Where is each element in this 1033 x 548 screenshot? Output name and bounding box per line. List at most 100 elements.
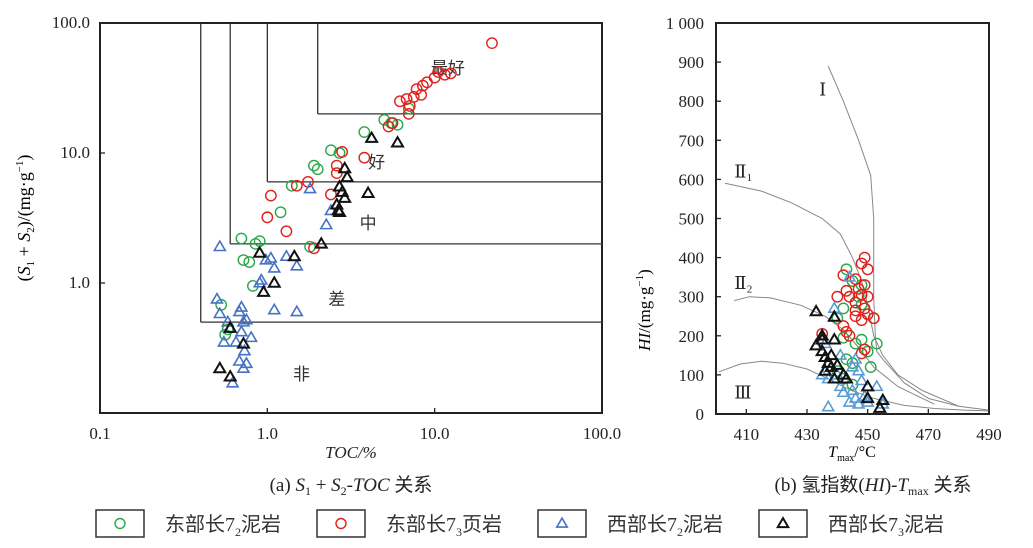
data-point <box>243 256 256 268</box>
chart-b-type-lines: Ⅰ Ⅱ₁ Ⅱ₂ Ⅲ <box>718 65 990 412</box>
data-point <box>279 249 294 262</box>
data-point <box>842 269 857 282</box>
y-tick-label: 10.0 <box>60 143 90 162</box>
data-point <box>858 302 871 315</box>
kerogen-type-label: Ⅰ <box>819 79 826 99</box>
data-point <box>808 337 824 351</box>
data-point <box>237 254 250 267</box>
data-point <box>831 312 844 325</box>
data-point <box>830 357 845 370</box>
data-point <box>267 275 282 288</box>
data-point <box>400 93 413 105</box>
data-point <box>821 399 836 412</box>
data-point <box>239 312 254 325</box>
legend-item: 东部长72泥岩 <box>95 509 281 539</box>
data-point <box>391 118 404 131</box>
data-point <box>444 67 457 80</box>
data-point <box>280 225 293 238</box>
data-point <box>212 360 228 374</box>
data-point <box>386 117 399 129</box>
data-point <box>421 76 433 89</box>
data-point <box>337 160 352 174</box>
data-point <box>403 100 416 112</box>
data-point <box>837 320 850 332</box>
chart-a-points <box>210 37 498 388</box>
data-point <box>358 126 371 138</box>
data-point <box>285 179 298 192</box>
data-point <box>223 369 238 382</box>
data-point <box>845 383 860 396</box>
data-point <box>854 373 869 386</box>
data-point <box>378 113 391 126</box>
circle-marker-icon <box>335 517 347 530</box>
data-point <box>840 284 853 297</box>
data-point <box>252 245 267 258</box>
y-tick-label: 100.0 <box>52 13 90 32</box>
data-point <box>289 258 304 271</box>
data-point <box>849 304 862 317</box>
chart-b-caption: (b) 氢指数(HI)-Tmax 关系 <box>775 474 972 498</box>
legend: 东部长72泥岩 东部长73页岩 西部长72泥岩 西部长73泥岩 <box>95 509 944 539</box>
chart-a-ticks: 0.1 1.0 10.0 100.0 1.0 10.0 100.0 <box>52 13 621 443</box>
data-point <box>332 204 347 218</box>
x-tick-label: 410 <box>734 425 760 444</box>
data-point <box>234 300 249 312</box>
chart-a-ylabel: (S1 + S2)/(mg·g−1) <box>14 155 37 282</box>
kerogen-type-label: Ⅲ <box>734 382 751 402</box>
data-point <box>264 251 278 263</box>
data-point <box>303 181 317 194</box>
data-point <box>394 95 406 108</box>
data-point <box>486 37 498 50</box>
data-point <box>382 120 395 133</box>
data-point <box>842 395 857 407</box>
chart-b-frame <box>715 22 990 415</box>
chart-a-xlabel: TOC/% <box>325 443 377 462</box>
data-point <box>833 379 848 392</box>
y-tick-label: 1.0 <box>69 273 90 292</box>
chart-b: Ⅰ Ⅱ₁ Ⅱ₂ Ⅲ 410 430 450 470 490 0 100 200 300 400 500 60… <box>634 14 1002 498</box>
data-point <box>364 130 379 143</box>
data-point <box>839 371 854 384</box>
data-point <box>861 308 874 321</box>
legend-swatch-box <box>95 509 145 538</box>
data-point <box>234 324 249 337</box>
data-point <box>267 302 282 315</box>
x-tick-label: 450 <box>855 425 881 444</box>
triangle-marker-icon <box>555 516 569 528</box>
data-point <box>833 348 848 360</box>
legend-label: 西部长73泥岩 <box>828 513 944 539</box>
data-point <box>836 385 851 398</box>
data-point <box>831 290 844 303</box>
data-point <box>860 390 875 404</box>
data-point <box>849 337 862 350</box>
data-point <box>256 284 271 297</box>
x-tick-label: 0.1 <box>89 424 110 443</box>
chart-a-caption: (a) S1 + S2-TOC 关系 <box>270 474 433 498</box>
data-point <box>254 273 269 285</box>
zone-label: 非 <box>293 365 310 384</box>
data-point <box>827 309 842 322</box>
data-point <box>360 185 376 199</box>
x-tick-label: 1.0 <box>257 424 278 443</box>
x-tick-label: 470 <box>916 425 942 444</box>
data-point <box>845 359 860 372</box>
data-point <box>843 290 856 303</box>
data-point <box>827 371 842 384</box>
data-point <box>223 320 238 333</box>
data-point <box>851 397 866 409</box>
data-point <box>861 263 874 276</box>
chart-b-points <box>808 251 891 413</box>
data-point <box>212 306 227 319</box>
data-point <box>217 335 231 347</box>
legend-label: 西部长72泥岩 <box>607 513 723 539</box>
y-tick-label: 800 <box>679 92 705 111</box>
data-point <box>339 169 355 183</box>
x-tick-label: 10.0 <box>420 424 450 443</box>
chart-b-ylabel: HI/(mg·g−1) <box>634 269 654 352</box>
data-point <box>267 260 282 273</box>
legend-item: 西部长72泥岩 <box>537 509 723 539</box>
data-point <box>319 217 334 230</box>
data-point <box>325 188 337 201</box>
data-point <box>849 310 862 323</box>
